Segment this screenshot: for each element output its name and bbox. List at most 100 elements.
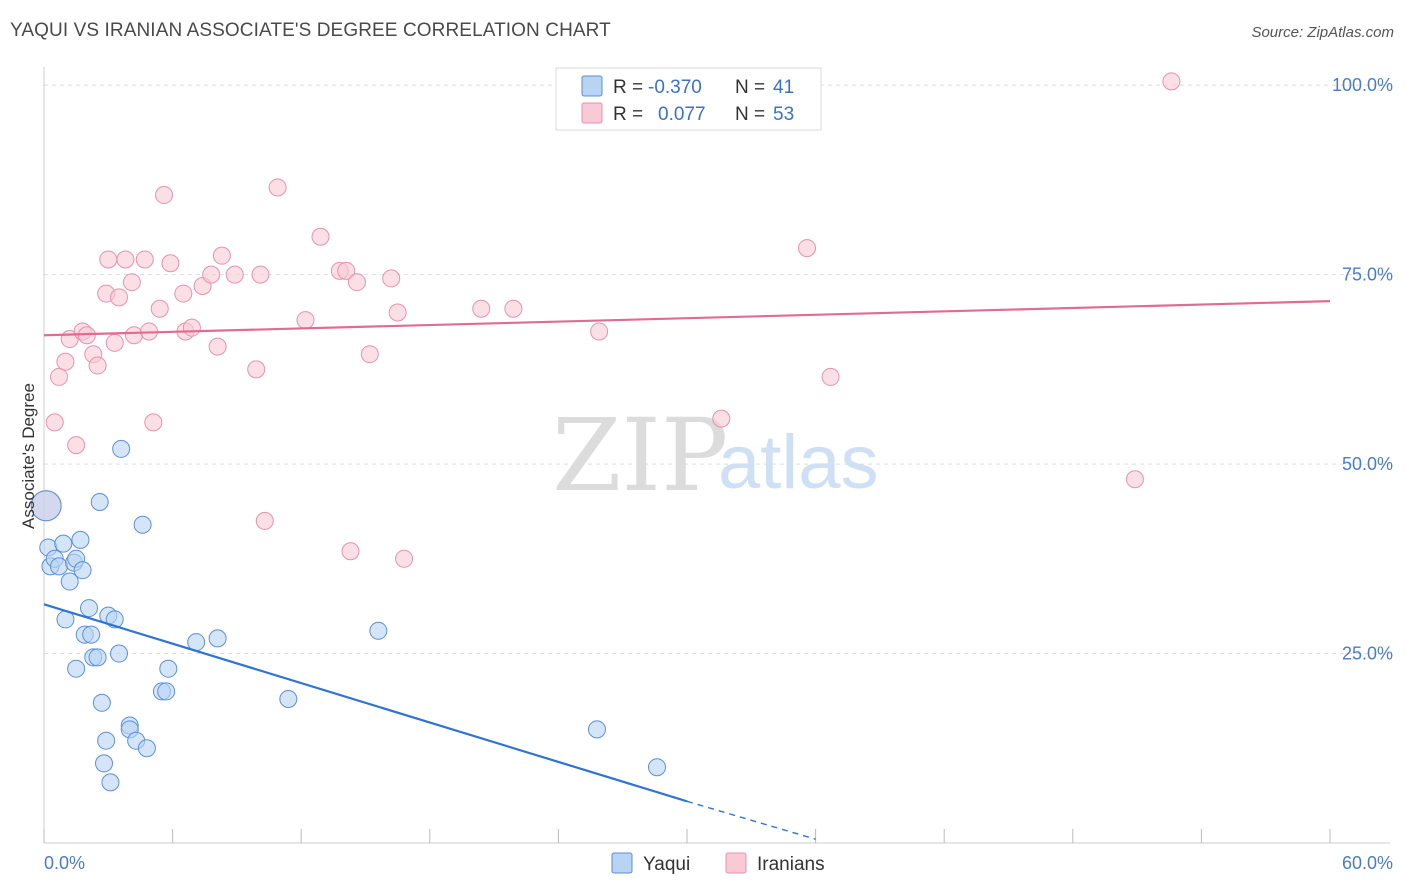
iranian-point: [161, 254, 180, 273]
legend-bottom-yaqui-swatch: [611, 852, 633, 874]
yaqui-trend-extension: [686, 800, 816, 840]
yaqui-point: [54, 534, 73, 553]
iranian-point: [337, 261, 356, 280]
yaqui-point: [587, 720, 606, 739]
iranian-point: [50, 367, 69, 386]
iranian-point: [1125, 470, 1144, 489]
iranian-point: [341, 542, 360, 561]
yaqui-point: [67, 659, 86, 678]
yaqui-point: [647, 758, 666, 777]
iranian-point: [296, 311, 315, 330]
legend-r-value: 0.077: [658, 104, 706, 125]
legend-iranians-swatch: [581, 102, 603, 124]
legend-bottom-iranians-label: Iranians: [757, 854, 825, 875]
watermark: ZIP atlas: [552, 397, 879, 514]
yaqui-point: [110, 644, 129, 663]
iranian-point: [202, 265, 221, 284]
x-tick-label: 0.0%: [44, 853, 85, 873]
watermark-zip: ZIP: [552, 397, 728, 514]
iranian-point: [88, 356, 107, 375]
yaqui-point: [73, 561, 92, 580]
iranian-point: [255, 511, 274, 530]
legend-n-label: N =: [735, 104, 765, 125]
legend-yaqui-swatch: [581, 75, 603, 97]
yaqui-point: [60, 572, 79, 591]
legend-r-label: R =: [613, 77, 643, 98]
iranian-point: [155, 186, 174, 205]
iranian-point: [67, 436, 86, 455]
iranian-point: [311, 227, 330, 246]
yaqui-point: [157, 682, 176, 701]
iranian-point: [174, 284, 193, 303]
legend-stats: R = -0.370 N = 41 R = 0.077 N = 53: [555, 67, 822, 131]
yaqui-point: [208, 629, 227, 648]
iranian-point: [360, 345, 379, 364]
iranian-point: [472, 299, 491, 318]
yaqui-point: [92, 693, 111, 712]
y-tick-label: 100.0%: [1332, 75, 1393, 95]
yaqui-point: [95, 754, 114, 773]
iranian-point: [590, 322, 609, 341]
y-tick-label: 50.0%: [1342, 454, 1393, 474]
yaqui-point: [71, 530, 90, 549]
trend-lines: [43, 300, 1331, 840]
iranian-point: [821, 367, 840, 386]
iranian-point: [247, 360, 266, 379]
yaqui-point: [137, 739, 156, 758]
yaqui-point: [369, 621, 388, 640]
yaqui-point: [101, 773, 120, 792]
yaqui-point: [80, 599, 99, 618]
tick-labels: 25.0% 50.0% 75.0% 100.0% 0.0% 60.0%: [44, 75, 1393, 873]
y-tick-label: 25.0%: [1342, 644, 1393, 664]
iranian-point: [388, 303, 407, 322]
axes: [43, 67, 1390, 844]
iranian-point: [182, 318, 201, 337]
yaqui-point: [279, 690, 298, 709]
yaqui-point: [50, 557, 69, 576]
iranian-point: [225, 265, 244, 284]
iranian-point: [110, 288, 129, 307]
iranian-point: [122, 273, 141, 292]
iranian-point: [382, 269, 401, 288]
y-axis-label: Associate's Degree: [19, 383, 38, 529]
yaqui-point: [88, 648, 107, 667]
yaqui-point: [82, 625, 101, 644]
watermark-atlas: atlas: [718, 420, 879, 505]
iranian-point: [144, 413, 163, 432]
yaqui-point: [112, 439, 131, 458]
iranian-point: [798, 239, 817, 258]
yaqui-point: [97, 731, 116, 750]
iranian-point: [135, 250, 154, 269]
iranian-point: [208, 337, 227, 356]
legend-bottom-iranians-swatch: [725, 852, 747, 874]
iranian-point: [268, 178, 287, 197]
yaqui-point: [30, 490, 62, 522]
legend-r-label: R =: [613, 104, 643, 125]
iranian-point: [347, 273, 366, 292]
grid-lines: [44, 84, 1390, 655]
iranians-trend-line: [43, 300, 1331, 337]
iranian-point: [504, 299, 523, 318]
yaqui-point: [133, 515, 152, 534]
iranian-point: [56, 352, 75, 371]
iranian-point: [116, 250, 135, 269]
iranian-point: [212, 246, 231, 265]
iranian-point: [712, 409, 731, 428]
iranian-point: [45, 413, 64, 432]
iranian-point: [125, 326, 144, 345]
legend-r-value: -0.370: [648, 77, 702, 98]
legend-n-value: 41: [773, 77, 794, 98]
iranian-point: [150, 299, 169, 318]
iranian-point: [1162, 72, 1181, 91]
chart-title: YAQUI VS IRANIAN ASSOCIATE'S DEGREE CORR…: [10, 20, 611, 41]
legend-n-label: N =: [735, 77, 765, 98]
legend-series: Yaqui Iranians: [611, 852, 825, 875]
x-tick-label: 60.0%: [1342, 853, 1393, 873]
iranian-point: [99, 250, 118, 269]
series-yaqui: [30, 439, 666, 792]
yaqui-point: [159, 659, 178, 678]
legend-n-value: 53: [773, 104, 794, 125]
y-tick-label: 75.0%: [1342, 265, 1393, 285]
source-credit: Source: ZipAtlas.com: [1251, 24, 1394, 41]
